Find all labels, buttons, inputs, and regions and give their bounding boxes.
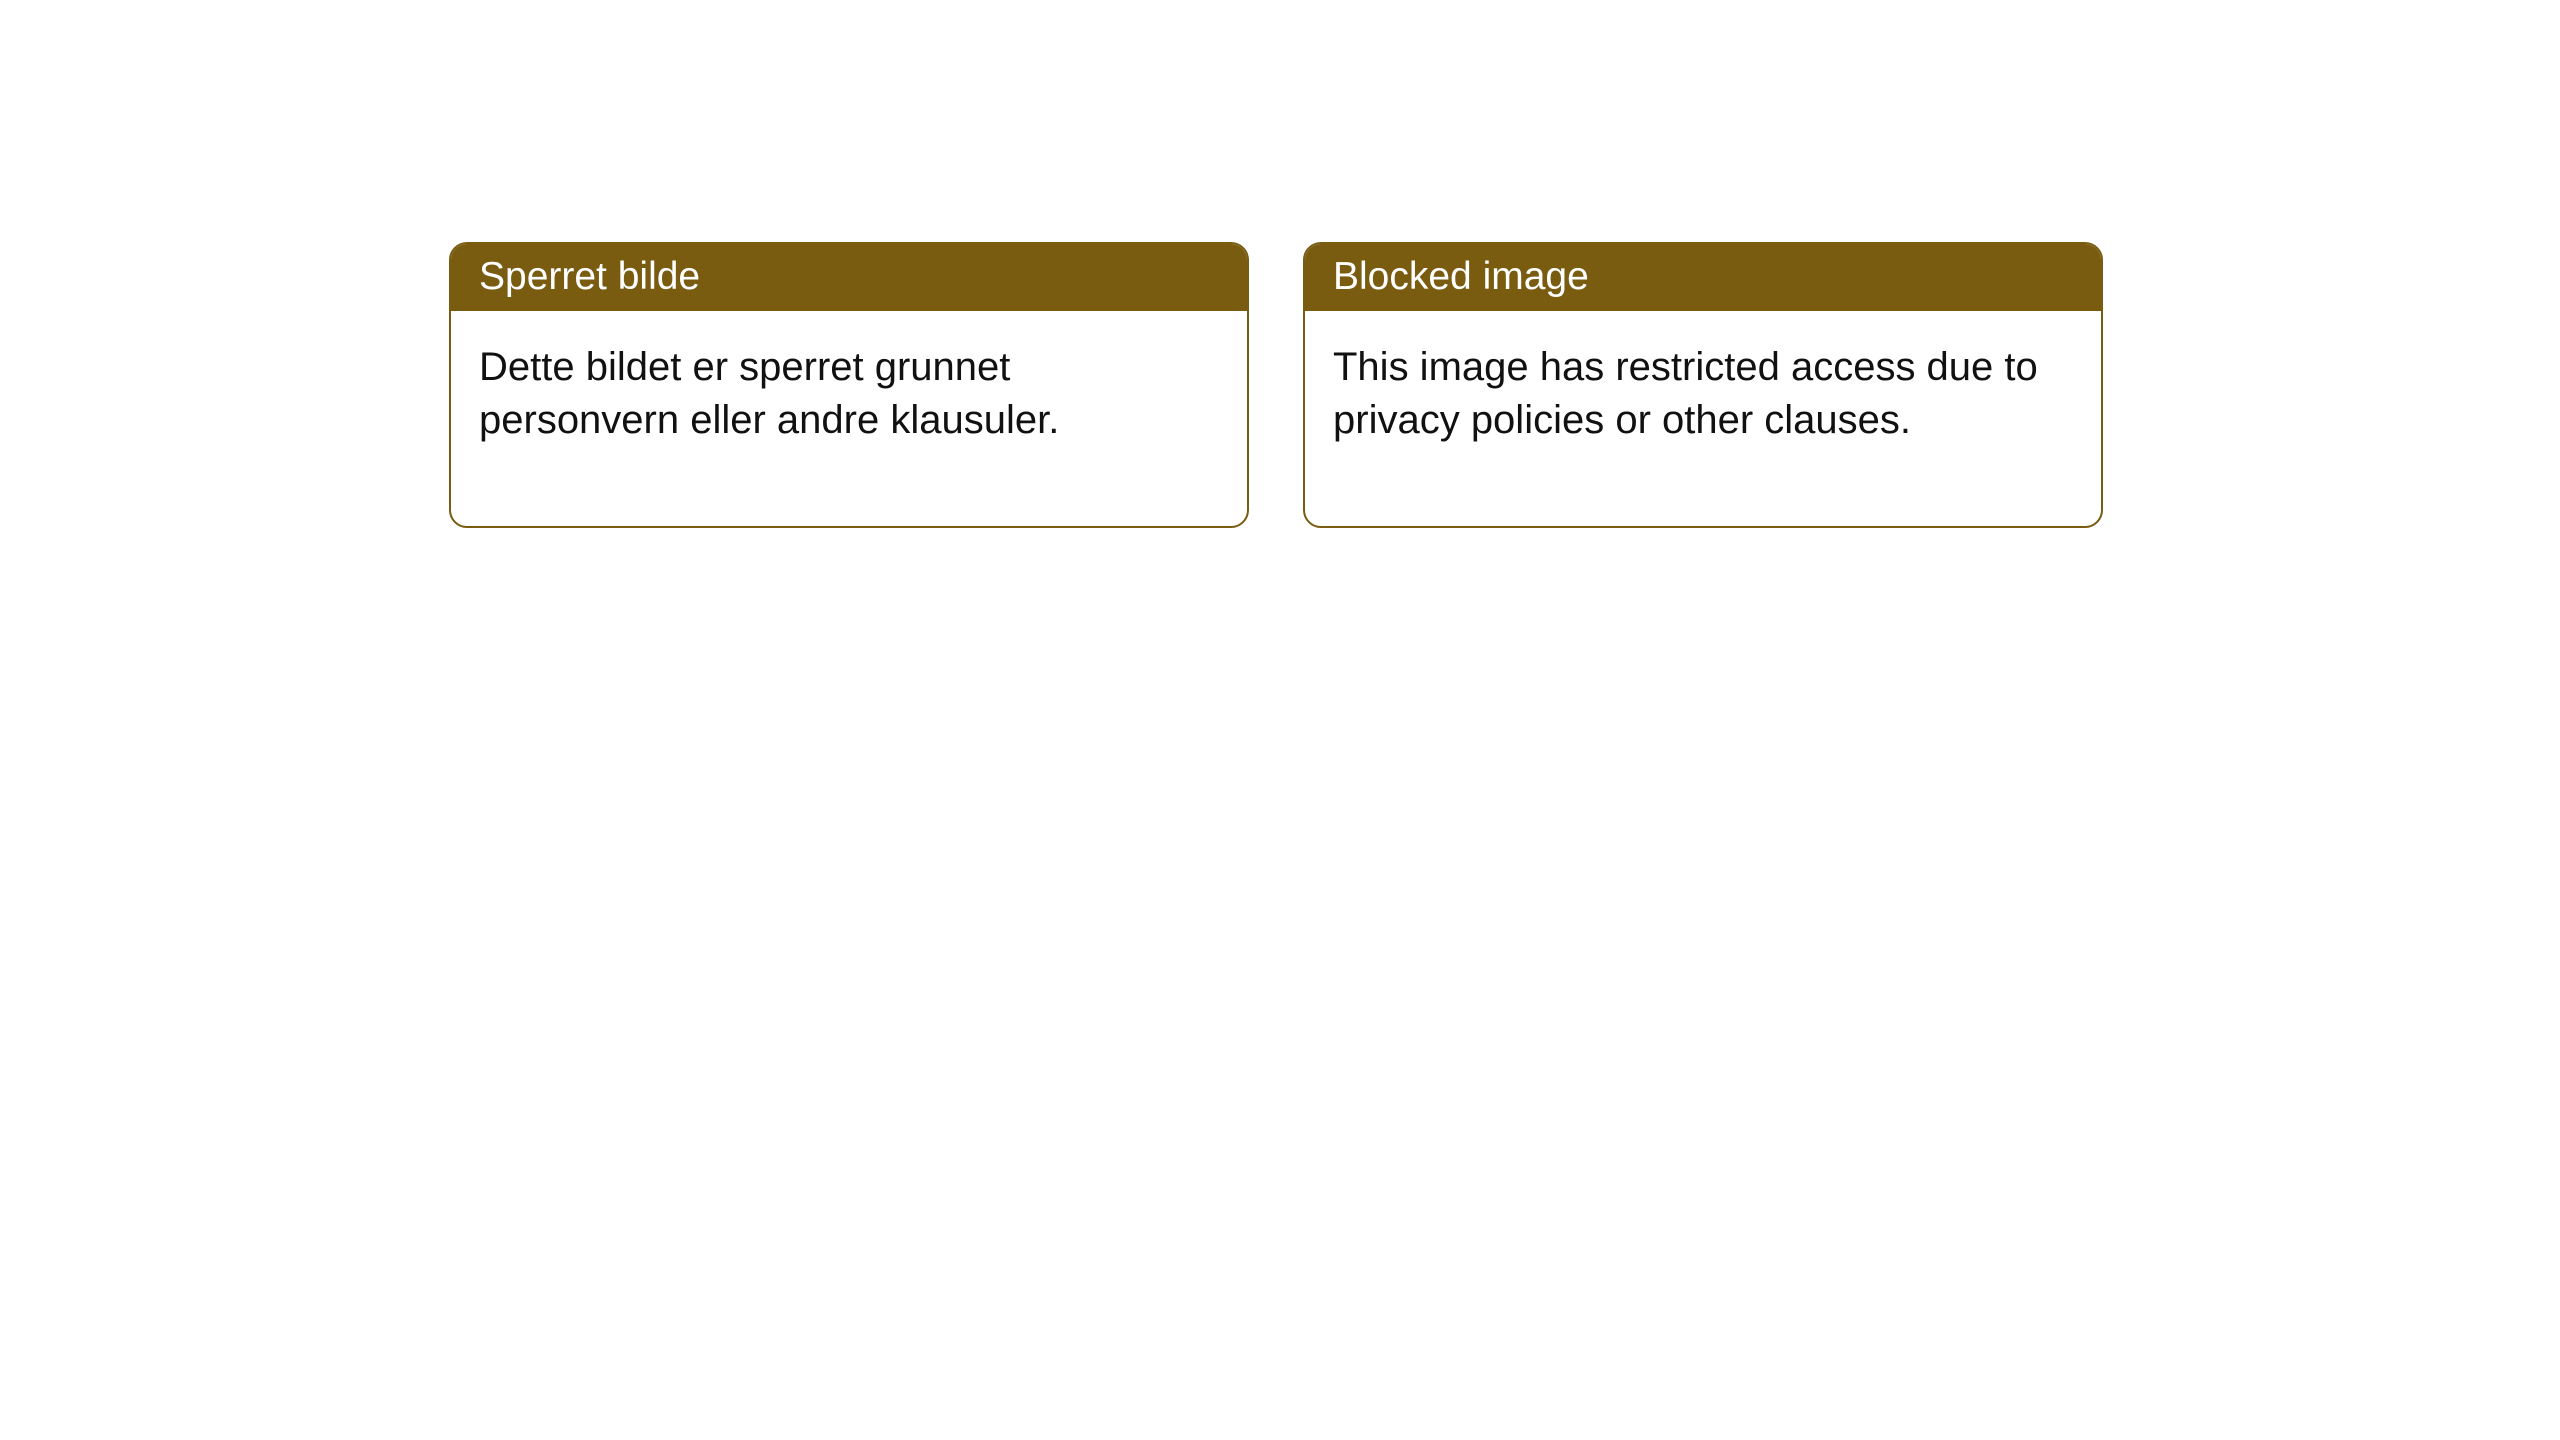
- notice-card-row: Sperret bilde Dette bildet er sperret gr…: [0, 0, 2560, 528]
- notice-card-title: Sperret bilde: [451, 244, 1247, 311]
- notice-card-body: This image has restricted access due to …: [1305, 311, 2101, 527]
- notice-card-body: Dette bildet er sperret grunnet personve…: [451, 311, 1247, 527]
- notice-card-title: Blocked image: [1305, 244, 2101, 311]
- notice-card-en: Blocked image This image has restricted …: [1303, 242, 2103, 528]
- notice-card-no: Sperret bilde Dette bildet er sperret gr…: [449, 242, 1249, 528]
